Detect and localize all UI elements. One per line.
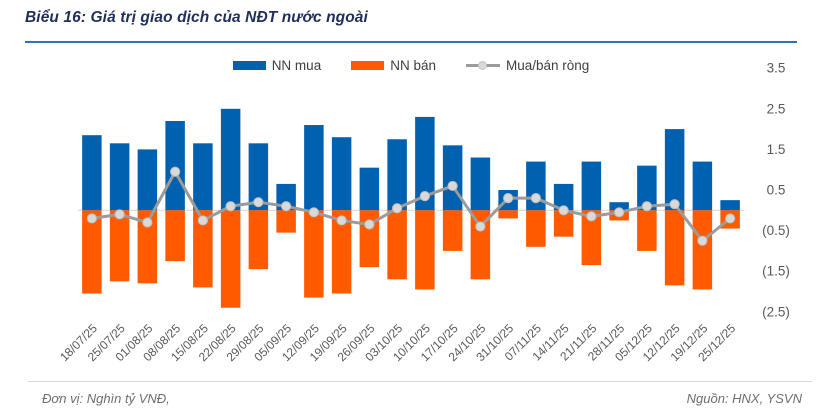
bar-nn-ban [165, 210, 185, 262]
bar-nn-ban [82, 210, 102, 294]
net-marker [503, 193, 514, 204]
y-tick-label: 1.5 [767, 142, 786, 157]
bar-nn-mua [137, 149, 158, 211]
bar-nn-ban [415, 210, 435, 290]
legend-label-buy: NN mua [271, 57, 322, 73]
bar-nn-mua [387, 139, 407, 211]
net-marker [447, 180, 458, 192]
bar-nn-ban [193, 210, 213, 288]
net-marker [586, 211, 597, 222]
bar-nn-mua [609, 202, 629, 211]
unit-note: Đơn vị: Nghìn tỷ VNĐ, [42, 391, 170, 406]
y-tick-label: (1.5) [762, 264, 790, 279]
bar-nn-ban [331, 210, 352, 294]
net-marker [419, 190, 430, 202]
legend-label-net: Mua/bán ròng [505, 57, 590, 73]
bar-nn-mua [82, 135, 102, 211]
bar-nn-mua [637, 165, 657, 211]
bar-nn-mua [193, 143, 213, 211]
net-marker [308, 207, 319, 218]
legend-item-nn-mua: NN mua [232, 57, 322, 73]
net-marker [614, 207, 625, 218]
bar-nn-ban [387, 210, 407, 280]
chart-title: Biểu 16: Giá trị giao dịch của NĐT nước … [25, 9, 368, 26]
net-line [90, 170, 732, 243]
net-marker [114, 209, 125, 220]
footer-divider [28, 381, 812, 382]
bar-nn-mua [220, 108, 241, 211]
source-note: Nguồn: HNX, YSVN [686, 391, 802, 406]
net-marker [142, 217, 153, 228]
net-marker [669, 199, 680, 210]
y-tick-label: 0.5 [767, 183, 786, 198]
net-marker [336, 215, 347, 226]
net-marker [725, 213, 736, 224]
net-marker [558, 205, 569, 216]
bar-nn-mua [304, 125, 324, 211]
legend-item-nn-ban: NN bán [351, 58, 436, 73]
bar-nn-mua [553, 183, 574, 211]
bar-nn-ban [109, 210, 130, 282]
bar-nn-mua [664, 129, 685, 211]
bar-nn-mua [415, 116, 435, 211]
net-marker [197, 215, 208, 226]
net-marker [253, 197, 264, 208]
bar-nn-mua [470, 157, 491, 211]
net-marker [530, 193, 541, 204]
net-marker [86, 213, 97, 224]
bar-nn-ban [581, 210, 602, 266]
net-marker [475, 221, 486, 232]
bar-nn-ban [442, 210, 463, 251]
legend-line-marker-icon [465, 60, 500, 71]
net-marker [225, 201, 236, 212]
bar-nn-ban [248, 210, 269, 270]
legend-swatch-sell [351, 60, 385, 70]
y-tick-label: 2.5 [767, 101, 786, 116]
bar-nn-ban [220, 210, 241, 308]
y-tick-label: (0.5) [762, 223, 790, 238]
bar-nn-ban [276, 210, 296, 233]
bar-nn-mua [248, 143, 269, 211]
bar-nn-mua [442, 145, 463, 211]
net-marker [697, 235, 708, 246]
bar-nn-ban [553, 210, 574, 237]
bar-nn-ban [692, 210, 713, 290]
bar-nn-mua [165, 120, 185, 211]
net-marker [170, 166, 181, 177]
y-tick-label: (2.5) [762, 304, 790, 319]
net-marker [281, 201, 292, 212]
bar-nn-mua [331, 137, 352, 211]
net-marker [392, 203, 403, 214]
y-tick-label: 3.5 [767, 61, 786, 76]
legend-swatch-buy [232, 60, 266, 70]
bar-nn-ban [137, 210, 158, 284]
bar-nn-ban [498, 210, 518, 219]
net-marker [641, 201, 652, 212]
bar-nn-mua [581, 161, 602, 211]
bar-nn-ban [526, 210, 546, 247]
bar-nn-mua [359, 167, 380, 211]
legend-item-net: Mua/bán ròng [465, 57, 590, 73]
title-underline [25, 41, 797, 43]
bar-nn-mua [692, 161, 713, 211]
bar-nn-mua [109, 143, 130, 211]
legend-label-sell: NN bán [390, 57, 436, 73]
bar-nn-mua [276, 183, 296, 211]
net-marker [364, 219, 375, 230]
bar-nn-ban [664, 210, 685, 286]
bar-nn-ban [637, 210, 657, 251]
bar-nn-mua [720, 200, 740, 211]
bar-nn-ban [304, 210, 324, 298]
chart-legend: NN mua NN bán Mua/bán ròng [78, 56, 744, 74]
